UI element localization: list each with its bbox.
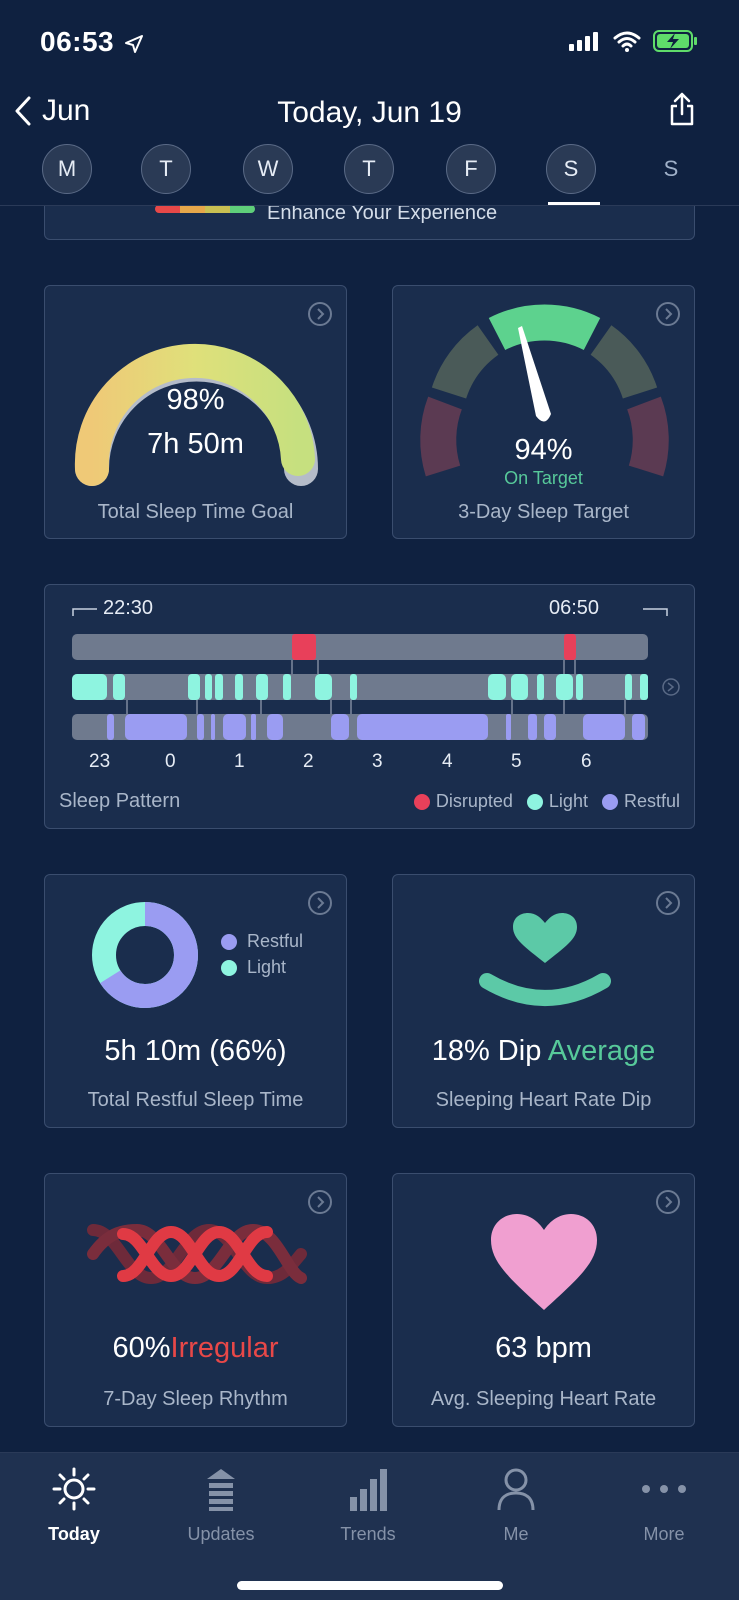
- sleep-target-label: 3-Day Sleep Target: [458, 501, 629, 523]
- hr-dip-status: Average: [547, 1035, 656, 1067]
- sleep-goal-duration: 7h 50m: [147, 428, 244, 460]
- sleep-end-time: 06:50: [549, 597, 600, 619]
- back-button[interactable]: Jun: [14, 94, 90, 128]
- sleep-pattern-legend: Disrupted Light Restful: [400, 791, 680, 812]
- sleep-start-time: 22:30: [103, 597, 154, 619]
- bottom-tab-bar: Today Updates Trends Me More: [0, 1452, 739, 1600]
- hour-tick: 2: [303, 751, 314, 772]
- restful-value: 5h 10m (66%): [104, 1035, 287, 1067]
- rhythm-label: 7-Day Sleep Rhythm: [103, 1388, 288, 1410]
- avg-heart-rate-card[interactable]: 63 bpm Avg. Sleeping Heart Rate: [392, 1173, 695, 1427]
- rhythm-status: Irregular: [170, 1332, 279, 1364]
- sleep-pattern-label: Sleep Pattern: [59, 790, 181, 812]
- rating-color-bar: [155, 205, 255, 213]
- wifi-icon: [613, 31, 641, 52]
- tab-label: More: [643, 1524, 685, 1544]
- banner-text: Enhance Your Experience: [267, 202, 498, 224]
- tab-label: Today: [48, 1524, 100, 1544]
- legend-restful: Restful: [221, 931, 303, 952]
- hour-tick: 1: [234, 751, 245, 772]
- sleep-rhythm-card[interactable]: 60%Irregular 7-Day Sleep Rhythm: [44, 1173, 347, 1427]
- chevron-right-icon[interactable]: [656, 302, 680, 326]
- sleep-rhythm-wave-icon: [87, 1223, 307, 1285]
- day-saturday[interactable]: S: [546, 144, 596, 194]
- tab-trends[interactable]: Trends: [308, 1467, 428, 1545]
- sun-icon: [52, 1467, 96, 1511]
- rhythm-value-line: 60%Irregular: [45, 1332, 346, 1365]
- restful-donut-chart: [92, 902, 198, 1008]
- day-thursday[interactable]: T: [344, 144, 394, 194]
- share-button[interactable]: [669, 92, 695, 131]
- sleep-target-card[interactable]: 94% On Target 3-Day Sleep Target: [392, 285, 695, 539]
- legend-restful: Restful: [601, 791, 680, 812]
- heart-dip-icon: [479, 913, 611, 1006]
- page-title: Today, Jun 19: [277, 96, 462, 129]
- location-arrow-icon: [125, 34, 144, 53]
- legend-disrupted: Disrupted: [413, 791, 513, 812]
- legend-light: Light: [221, 957, 286, 978]
- chevron-right-icon[interactable]: [308, 891, 332, 915]
- total-sleep-goal-card[interactable]: 98% 7h 50m Total Sleep Time Goal: [44, 285, 347, 539]
- chevron-right-icon[interactable]: [656, 891, 680, 915]
- status-icons: [569, 30, 699, 52]
- updates-stack-icon: [207, 1469, 235, 1511]
- battery-charging-icon: [653, 30, 697, 52]
- selected-day-indicator: [548, 202, 600, 205]
- status-time: 06:53: [40, 26, 144, 58]
- sleep-target-percent: 94%: [514, 434, 573, 466]
- top-bar: 06:53 Jun Today, Jun 19 M: [0, 0, 739, 206]
- day-friday[interactable]: F: [446, 144, 496, 194]
- sleep-goal-percent: 98%: [166, 384, 225, 416]
- hour-tick: 23: [89, 751, 111, 772]
- sleep-goal-gauge: [74, 343, 318, 486]
- heart-icon: [491, 1214, 597, 1310]
- sleep-target-status: On Target: [504, 468, 583, 488]
- share-icon: [670, 92, 694, 126]
- sleep-goal-label: Total Sleep Time Goal: [97, 501, 294, 523]
- hour-tick: 4: [442, 751, 453, 772]
- tab-more[interactable]: More: [604, 1467, 724, 1545]
- hour-axis: 23 0 1 2 3 4 5 6: [45, 751, 696, 775]
- bar-chart-icon: [350, 1469, 387, 1511]
- tab-updates[interactable]: Updates: [161, 1467, 281, 1545]
- tab-today[interactable]: Today: [14, 1467, 134, 1545]
- cellular-signal-icon: [569, 32, 598, 51]
- avg-hr-label: Avg. Sleeping Heart Rate: [430, 1388, 657, 1410]
- hour-tick: 5: [511, 751, 522, 772]
- day-tuesday[interactable]: T: [141, 144, 191, 194]
- sleep-pattern-chart: [72, 608, 680, 740]
- tab-label: Updates: [187, 1524, 255, 1544]
- hour-tick: 0: [165, 751, 176, 772]
- restful-label: Total Restful Sleep Time: [87, 1089, 304, 1111]
- hr-dip-value-line: 18% Dip Average: [393, 1035, 694, 1068]
- chevron-right-icon[interactable]: [308, 1190, 332, 1214]
- tab-me[interactable]: Me: [456, 1467, 576, 1545]
- hour-tick: 3: [372, 751, 383, 772]
- hr-dip-label: Sleeping Heart Rate Dip: [435, 1089, 652, 1111]
- person-icon: [497, 1468, 535, 1511]
- sleep-target-gauge: [420, 304, 669, 477]
- sleep-pattern-card[interactable]: 22:30 06:50 23 0 1 2 3 4 5 6 Sleep Patte…: [44, 584, 695, 829]
- day-sunday[interactable]: S: [663, 156, 679, 181]
- day-wednesday[interactable]: W: [243, 144, 293, 194]
- chevron-left-icon: [15, 96, 31, 126]
- legend-light: Light: [526, 791, 588, 812]
- chevron-right-icon[interactable]: [656, 1190, 680, 1214]
- home-indicator: [237, 1581, 503, 1590]
- avg-hr-value: 63 bpm: [495, 1332, 592, 1364]
- more-dots-icon: [642, 1485, 686, 1493]
- chevron-right-icon[interactable]: [308, 302, 332, 326]
- day-monday[interactable]: M: [42, 144, 92, 194]
- tab-label: Trends: [340, 1524, 396, 1544]
- hr-dip-card[interactable]: 18% Dip Average Sleeping Heart Rate Dip: [392, 874, 695, 1128]
- restful-sleep-card[interactable]: Restful Light 5h 10m (66%) Total Restful…: [44, 874, 347, 1128]
- weekday-selector: M T W T F S S: [0, 142, 739, 206]
- back-label: Jun: [42, 94, 91, 127]
- tab-label: Me: [503, 1524, 529, 1544]
- hour-tick: 6: [581, 751, 592, 772]
- rhythm-value: 60%: [112, 1332, 171, 1364]
- hr-dip-value: 18% Dip: [431, 1035, 542, 1067]
